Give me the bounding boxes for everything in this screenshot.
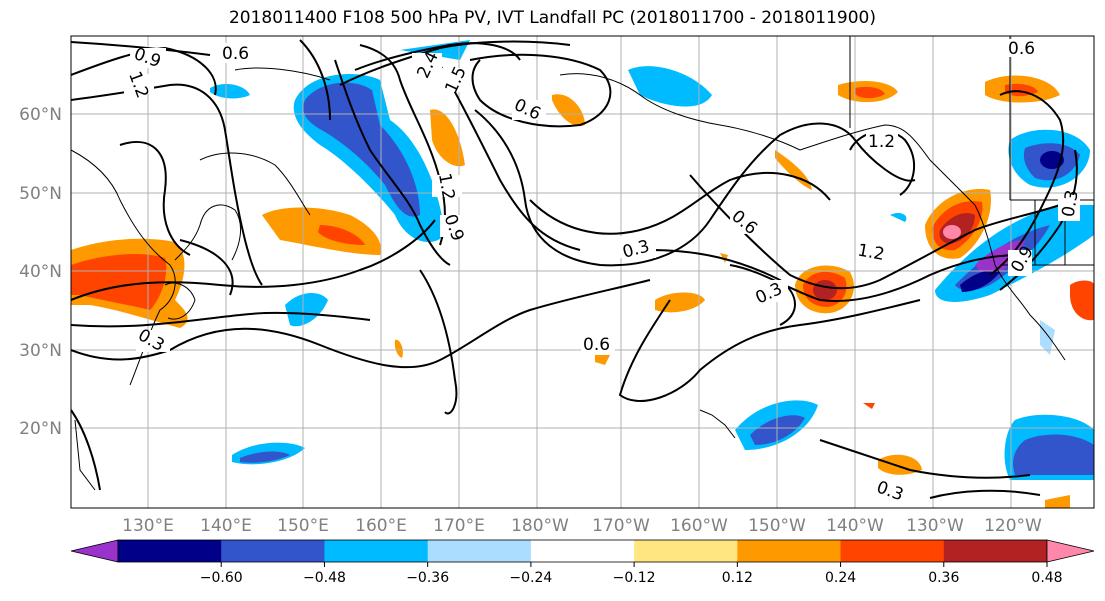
lon-label: 130°W [906, 516, 964, 536]
map-panel: 0.6 0.9 1.2 1.5 2.4 0.6 1.2 0.9 0.3 0.6 … [71, 36, 1094, 508]
lon-label: 160°W [670, 516, 728, 536]
lon-label: 180°W [511, 516, 569, 536]
colorbar-tick-label: 0.24 [825, 570, 856, 586]
lon-label: 170°E [433, 516, 485, 536]
colorbar-tick-label: −0.12 [613, 570, 656, 586]
contour-label: 1.2 [856, 241, 886, 265]
lon-label: 160°E [355, 516, 407, 536]
lon-label: 130°E [122, 516, 174, 536]
lat-label: 50°N [19, 184, 62, 204]
lat-label: 40°N [19, 262, 62, 282]
colorbar-cell [634, 540, 738, 562]
latitude-axis: 60°N 50°N 40°N 30°N 20°N [19, 105, 62, 439]
colorbar-tick-label: −0.48 [303, 570, 346, 586]
colorbar-cell [840, 540, 945, 562]
colorbar-cell [427, 540, 532, 562]
colorbar-tick-label: 0.48 [1031, 570, 1062, 586]
colorbar-cell [737, 540, 842, 562]
longitude-axis: 130°E 140°E 150°E 160°E 170°E 180°W 170°… [122, 516, 1042, 536]
lon-label: 170°W [592, 516, 650, 536]
colorbar-cell [221, 540, 325, 562]
contour-label: 1.2 [434, 172, 458, 202]
colorbar-cell [324, 540, 429, 562]
contour-label: 0.3 [1058, 188, 1082, 218]
colorbar-tick-label: −0.24 [509, 570, 552, 586]
lon-label: 150°E [277, 516, 329, 536]
lon-label: 140°W [826, 516, 884, 536]
colorbar-tick-label: −0.60 [200, 570, 243, 586]
contour-label: 0.6 [222, 44, 249, 64]
colorbar-min-arrow [70, 539, 119, 563]
colorbar-cell [530, 540, 635, 562]
colorbar: −0.60 −0.48 −0.36 −0.24 −0.12 0.12 0.24 0.36 0.4… [70, 539, 1095, 586]
lon-label: 120°W [984, 516, 1042, 536]
colorbar-tick-label: −0.36 [406, 570, 449, 586]
colorbar-tick-label: 0.12 [722, 570, 753, 586]
colorbar-cell [118, 540, 222, 562]
lon-label: 150°W [748, 516, 806, 536]
colorbar-cell [943, 540, 1048, 562]
contour-labels: 0.6 0.9 1.2 1.5 2.4 0.6 1.2 0.9 0.3 0.6 … [124, 39, 1083, 505]
lat-label: 60°N [19, 105, 62, 125]
map-title: 2018011400 F108 500 hPa PV, IVT Landfall… [228, 8, 876, 28]
lon-label: 140°E [200, 516, 252, 536]
contour-label: 0.6 [583, 335, 610, 355]
contour-label: 1.2 [868, 132, 895, 152]
contour-label: 0.6 [1008, 39, 1035, 59]
colorbar-tick-label: 0.36 [928, 570, 959, 586]
colorbar-max-arrow [1046, 539, 1095, 563]
map-frame [70, 35, 1095, 509]
lat-label: 20°N [19, 419, 62, 439]
coastlines [71, 36, 1094, 491]
lat-label: 30°N [19, 341, 62, 361]
